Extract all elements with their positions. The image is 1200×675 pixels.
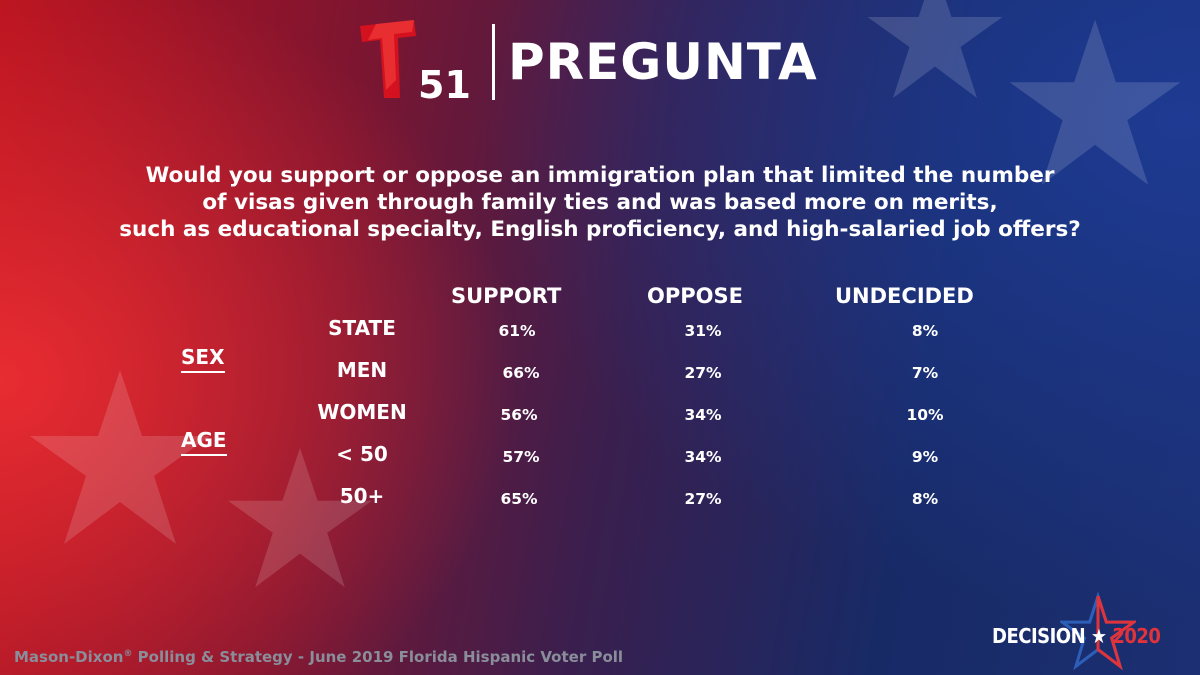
row-label-under-50: < 50	[336, 442, 388, 466]
table-cell: 65%	[500, 490, 538, 508]
table-cell: 56%	[500, 406, 538, 424]
source-footer: Mason-Dixon® Polling & Strategy - June 2…	[14, 648, 623, 666]
column-header-undecided: UNDECIDED	[835, 284, 974, 308]
table-cell: 27%	[684, 364, 722, 382]
column-header-oppose: OPPOSE	[647, 284, 743, 308]
group-label-sex: SEX	[181, 345, 225, 373]
column-header-support: SUPPORT	[451, 284, 562, 308]
row-label-state: STATE	[328, 316, 396, 340]
table-cell: 9%	[911, 448, 939, 466]
table-cell: 34%	[684, 448, 722, 466]
table-cell: 31%	[684, 322, 722, 340]
table-cell: 27%	[684, 490, 722, 508]
table-cell: 61%	[498, 322, 536, 340]
badge-text: DECISION ★ 2020	[992, 624, 1161, 648]
badge-star-icon: ★	[1090, 624, 1107, 648]
header-divider	[492, 24, 495, 100]
question-line: such as educational specialty, English p…	[119, 217, 1081, 242]
table-cell: 8%	[911, 490, 939, 508]
background-star-icon	[1009, 19, 1181, 185]
table-cell: 34%	[684, 406, 722, 424]
registered-mark: ®	[123, 649, 133, 659]
badge-star-outline-icon	[1060, 592, 1136, 671]
group-label-age: AGE	[181, 428, 227, 456]
logo-number: 51	[418, 63, 471, 102]
telemundo-51-logo: 51	[360, 20, 471, 102]
question-line: of visas given through family ties and w…	[202, 190, 998, 215]
poll-question: Would you support or oppose an immigrati…	[40, 162, 1160, 243]
row-label-women: WOMEN	[317, 400, 407, 424]
table-cell: 57%	[502, 448, 540, 466]
page-title: PREGUNTA	[508, 33, 818, 91]
table-cell: 66%	[502, 364, 540, 382]
table-cell: 7%	[911, 364, 939, 382]
background-star-icon	[867, 0, 1003, 98]
row-label-50-plus: 50+	[339, 484, 385, 508]
row-label-men: MEN	[336, 358, 388, 382]
source-suffix: Polling & Strategy - June 2019 Florida H…	[132, 648, 624, 666]
decision-2020-badge: DECISION ★ 2020	[992, 592, 1172, 672]
badge-year: 2020	[1112, 624, 1161, 648]
badge-word: DECISION	[992, 624, 1086, 648]
table-cell: 8%	[911, 322, 939, 340]
source-prefix: Mason-Dixon	[14, 648, 124, 666]
question-line: Would you support or oppose an immigrati…	[145, 163, 1055, 188]
background-star-icon	[30, 370, 210, 544]
background-star-icon	[228, 448, 372, 588]
table-cell: 10%	[906, 406, 944, 424]
